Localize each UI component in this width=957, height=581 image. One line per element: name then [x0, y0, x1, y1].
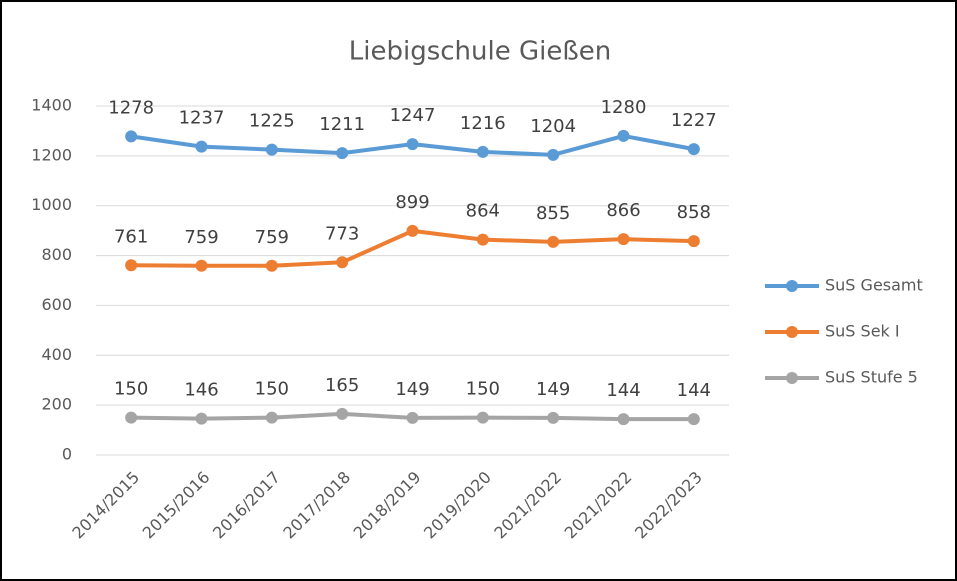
data-point [195, 412, 208, 425]
data-label: 149 [395, 379, 429, 400]
data-point [547, 411, 560, 424]
data-point [406, 224, 419, 237]
data-label: 1247 [390, 105, 436, 126]
data-label: 773 [325, 223, 359, 244]
legend-label: SuS Stufe 5 [825, 368, 918, 387]
data-label: 144 [677, 380, 711, 401]
data-label: 855 [536, 203, 570, 224]
data-point [476, 145, 489, 158]
data-label: 1280 [601, 97, 647, 118]
data-point [406, 411, 419, 424]
data-point [687, 143, 700, 156]
data-point [265, 259, 278, 272]
chart-title: Liebigschule Gießen [349, 37, 611, 67]
data-point [336, 407, 349, 420]
y-tick-label: 1200 [31, 145, 72, 164]
data-label: 150 [255, 379, 289, 400]
data-point [265, 143, 278, 156]
data-point [476, 233, 489, 246]
data-label: 1227 [671, 110, 717, 131]
data-label: 150 [466, 379, 500, 400]
data-label: 165 [325, 375, 359, 396]
data-point [617, 233, 630, 246]
data-point [547, 148, 560, 161]
data-point [125, 130, 138, 143]
data-point [195, 140, 208, 153]
data-label: 150 [114, 379, 148, 400]
data-point [617, 413, 630, 426]
y-tick-label: 800 [41, 245, 72, 264]
data-point [476, 411, 489, 424]
y-tick-label: 600 [41, 295, 72, 314]
data-label: 1225 [249, 111, 295, 132]
data-label: 1211 [319, 114, 365, 135]
data-point [687, 235, 700, 248]
data-label: 149 [536, 379, 570, 400]
data-point [687, 413, 700, 426]
legend-label: SuS Gesamt [825, 276, 923, 295]
legend-label: SuS Sek I [825, 322, 900, 341]
y-tick-label: 200 [41, 395, 72, 414]
data-point [265, 411, 278, 424]
y-tick-label: 1400 [31, 96, 72, 115]
data-point [336, 147, 349, 160]
data-label: 759 [255, 227, 289, 248]
data-label: 759 [184, 227, 218, 248]
data-point [125, 411, 138, 424]
data-label: 761 [114, 226, 148, 247]
data-point [547, 235, 560, 248]
data-point [406, 138, 419, 151]
legend-marker [786, 280, 798, 292]
y-tick-label: 0 [62, 445, 72, 464]
data-label: 1278 [108, 97, 154, 118]
data-label: 144 [606, 380, 640, 401]
data-point [195, 259, 208, 272]
data-label: 146 [184, 380, 218, 401]
data-label: 864 [466, 201, 500, 222]
data-label: 1216 [460, 113, 506, 134]
data-point [125, 259, 138, 272]
data-point [336, 256, 349, 269]
data-point [617, 129, 630, 142]
data-label: 1237 [179, 108, 225, 129]
legend-marker [786, 326, 798, 338]
legend-marker [786, 372, 798, 384]
data-label: 858 [677, 202, 711, 223]
data-label: 899 [395, 192, 429, 213]
data-label: 1204 [530, 116, 576, 137]
data-label: 866 [606, 200, 640, 221]
y-tick-label: 1000 [31, 195, 72, 214]
y-tick-label: 400 [41, 345, 72, 364]
